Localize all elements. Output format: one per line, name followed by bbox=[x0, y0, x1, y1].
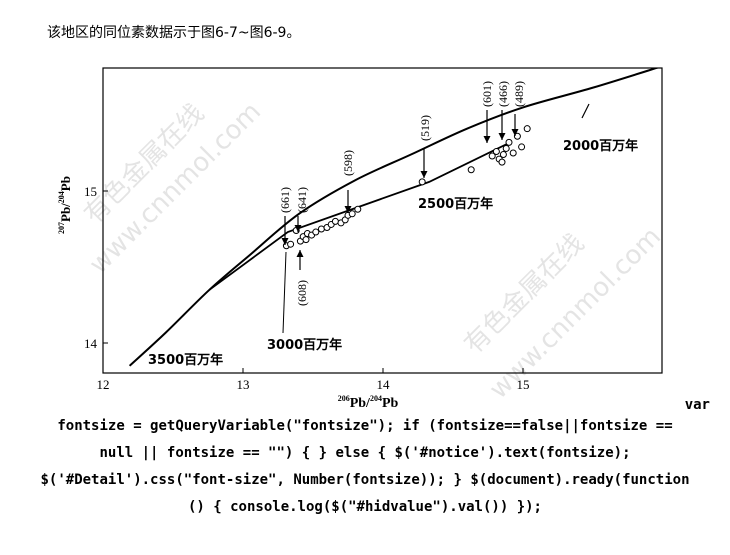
x-tick-label-15: 15 bbox=[517, 377, 530, 392]
code-line-4: $('#Detail').css("font-size", Number(fon… bbox=[40, 472, 690, 488]
growth-curve bbox=[128, 68, 660, 367]
data-point bbox=[354, 205, 362, 213]
x-tick-label-14: 14 bbox=[377, 377, 391, 392]
y-label-base2: Pb bbox=[58, 176, 73, 191]
data-point bbox=[505, 138, 513, 146]
callout-arrowhead-0 bbox=[281, 238, 289, 245]
data-point bbox=[287, 240, 295, 248]
callout-label-5: (601) bbox=[480, 81, 494, 107]
data-point bbox=[302, 236, 310, 244]
x-label-base1: Pb/ bbox=[350, 396, 371, 410]
callout-arrowhead-6 bbox=[498, 133, 506, 140]
code-line-5: () { console.log($("#hidvalue").val()) }… bbox=[187, 499, 542, 515]
callout-arrowhead-5 bbox=[483, 136, 491, 143]
y-tick-label-14: 14 bbox=[84, 336, 98, 351]
callout-arrowhead-3 bbox=[296, 250, 304, 257]
data-point bbox=[523, 125, 531, 133]
callout-label-6: (466) bbox=[496, 81, 510, 107]
data-point bbox=[499, 151, 507, 159]
data-point bbox=[348, 210, 356, 218]
watermark-text-1b: 有色金属在线 bbox=[459, 228, 591, 360]
x-tick-label-13: 13 bbox=[237, 377, 250, 392]
code-line-1: var bbox=[684, 397, 710, 413]
x-axis-label: 206Pb/204Pb bbox=[338, 394, 399, 410]
age-label-0: 3500百万年 bbox=[148, 352, 223, 368]
age-label-1: 3000百万年 bbox=[267, 337, 342, 353]
data-point bbox=[418, 178, 426, 186]
isochron-line bbox=[208, 141, 511, 291]
data-point bbox=[488, 152, 496, 160]
y-axis-label: 207Pb/204Pb bbox=[57, 176, 73, 234]
y-label-sup1: 207 bbox=[57, 222, 66, 234]
callout-label-4: (519) bbox=[418, 115, 432, 141]
data-point bbox=[502, 144, 510, 152]
data-point bbox=[513, 132, 521, 140]
callout-arrowhead-7 bbox=[511, 129, 519, 136]
callout-label-0: (661) bbox=[278, 187, 292, 213]
x-tick-label-12: 12 bbox=[97, 377, 110, 392]
y-label-base1: Pb/ bbox=[58, 203, 73, 222]
age-label-2: 2500百万年 bbox=[418, 196, 493, 212]
data-point bbox=[467, 166, 475, 174]
x-label-sup2: 204 bbox=[370, 394, 382, 403]
curve-tick-2000 bbox=[581, 103, 590, 119]
callout-arrowhead-2 bbox=[344, 206, 352, 213]
data-point bbox=[312, 228, 320, 236]
y-tick-label-15: 15 bbox=[84, 184, 97, 199]
callout-label-3: (608) bbox=[295, 280, 309, 306]
data-point bbox=[492, 147, 500, 155]
annotations: 3500百万年 3000百万年 2500百万年 2000百万年 (661) (641) (5… bbox=[148, 81, 638, 368]
age-label-3: 2000百万年 bbox=[563, 138, 638, 154]
x-label-base2: Pb bbox=[382, 396, 399, 410]
callout-label-7: (489) bbox=[512, 81, 526, 107]
callout-label-2: (598) bbox=[341, 150, 355, 176]
data-point bbox=[317, 225, 325, 233]
callout-arrowhead-1 bbox=[294, 225, 302, 232]
x-label-sup1: 206 bbox=[338, 394, 350, 403]
data-point bbox=[498, 158, 506, 166]
code-line-2: fontsize = getQueryVariable("fontsize");… bbox=[57, 418, 673, 434]
axes: 12 13 14 15 14 15 bbox=[84, 184, 530, 392]
code-line-3: null || fontsize == "") { } else { $('#n… bbox=[99, 445, 631, 461]
y-label-sup2: 204 bbox=[57, 191, 66, 203]
data-points bbox=[282, 125, 531, 250]
data-point bbox=[518, 143, 526, 151]
callout-label-1: (641) bbox=[295, 187, 309, 213]
leader-3000 bbox=[282, 251, 287, 334]
isotope-chart: 有色金属在线 www.cnnmol.com 有色金属在线 www.cnnmol.… bbox=[57, 67, 667, 410]
data-point bbox=[331, 217, 339, 225]
intro-text: 该地区的同位素数据示于图6-7~图6-9。 bbox=[47, 25, 301, 41]
callout-arrowhead-4 bbox=[420, 171, 428, 178]
data-point bbox=[509, 149, 517, 157]
